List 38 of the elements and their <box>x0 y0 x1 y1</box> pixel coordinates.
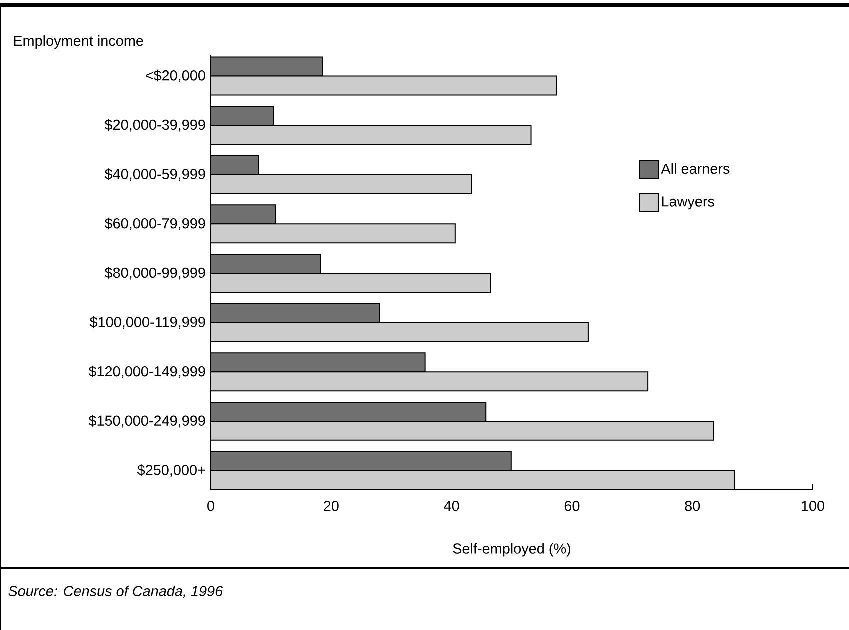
bar <box>211 322 589 342</box>
x-tick-label: 100 <box>802 501 824 512</box>
y-tick-label: $40,000-59,999 <box>104 168 206 182</box>
bar <box>211 56 324 77</box>
y-tick-label: $100,000-119,999 <box>90 316 206 330</box>
y-tick-label: $250,000+ <box>137 464 206 478</box>
y-axis-title: Employment income <box>14 36 144 49</box>
bar <box>211 204 277 225</box>
y-tick-label: $60,000-79,999 <box>104 218 206 230</box>
bar <box>211 125 532 146</box>
bar <box>211 224 456 244</box>
y-tick-label: $150,000-249,999 <box>88 415 206 428</box>
bar <box>211 451 512 472</box>
bar <box>211 352 426 373</box>
x-tick-label: 20 <box>324 501 339 512</box>
bar <box>211 420 714 441</box>
y-tick-label: $80,000-99,999 <box>104 267 206 280</box>
bar <box>211 303 380 324</box>
y-tick-label: <$20,000 <box>146 70 206 82</box>
bar <box>211 76 558 96</box>
x-tick-label: 40 <box>444 501 460 512</box>
bar <box>211 470 736 490</box>
x-tick-label: 80 <box>685 501 700 512</box>
bar <box>211 272 492 293</box>
legend-label: All earners <box>661 163 730 174</box>
bar <box>211 372 649 392</box>
bar <box>211 402 487 422</box>
bar <box>211 254 322 274</box>
bar <box>211 106 274 126</box>
y-tick-label: $120,000-149,999 <box>88 366 206 378</box>
x-tick-label: 0 <box>208 501 214 512</box>
bar <box>211 155 260 176</box>
bar <box>211 174 472 194</box>
source-note: Source: Census of Canada, 1996 <box>8 586 224 598</box>
legend-label: Lawyers <box>662 196 714 210</box>
y-tick-label: $20,000-39,999 <box>104 119 206 132</box>
x-axis-title: Self-employed (%) <box>453 543 570 557</box>
x-tick-label: 60 <box>564 501 580 512</box>
